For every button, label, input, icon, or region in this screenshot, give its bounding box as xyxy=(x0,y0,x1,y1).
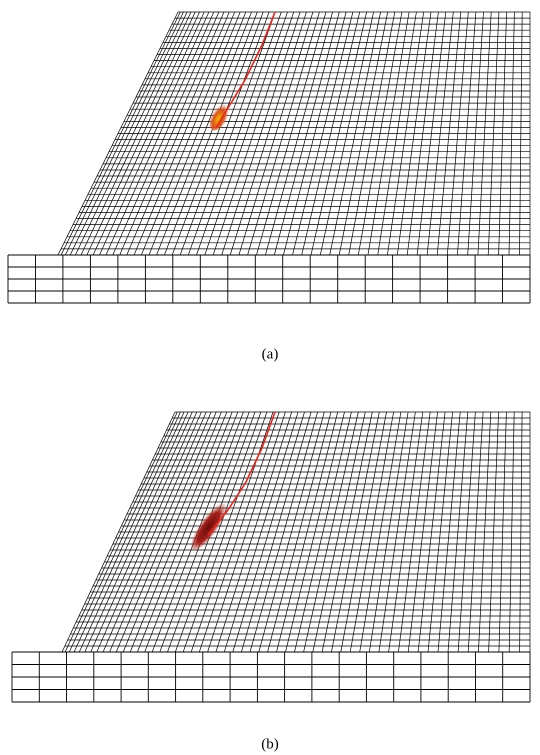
caption: (a) xyxy=(262,346,279,362)
panel-b xyxy=(12,412,530,702)
slope-mesh xyxy=(62,412,530,652)
slope-mesh xyxy=(58,12,530,255)
caption: (b) xyxy=(261,736,279,752)
figure: (a) (b) xyxy=(0,0,540,755)
page: (a) (b) (() => { const data = JSON.parse… xyxy=(0,0,540,755)
panel-a xyxy=(8,12,530,303)
foundation-mesh xyxy=(8,255,530,303)
foundation-mesh xyxy=(12,652,530,702)
